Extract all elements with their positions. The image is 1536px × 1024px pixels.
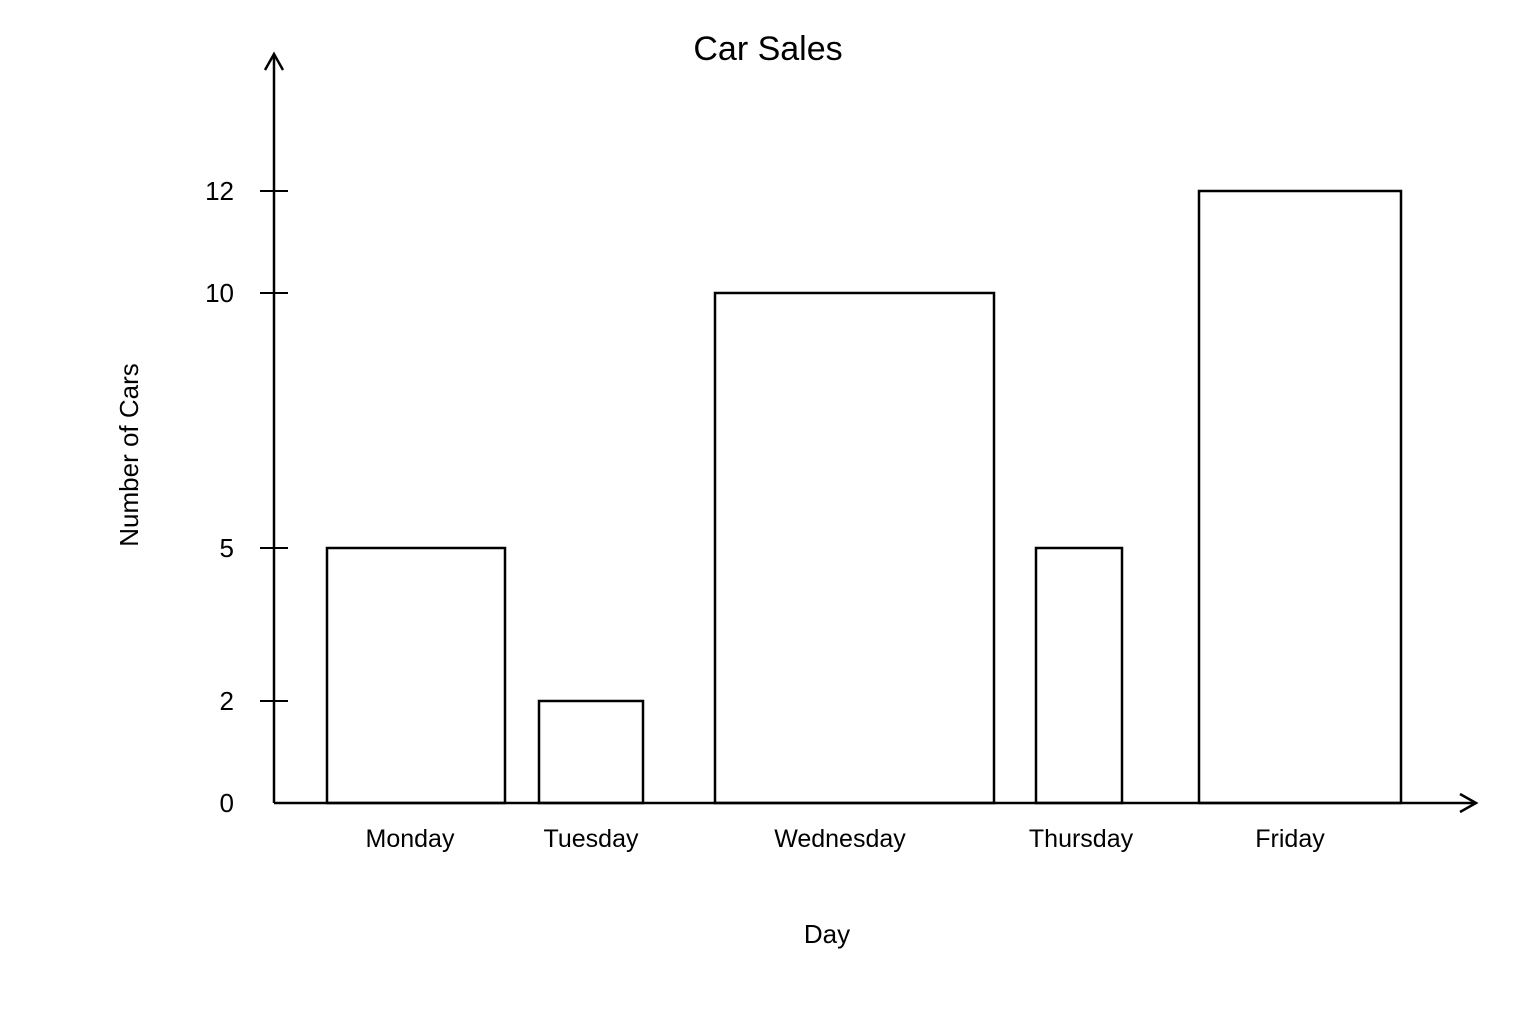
x-axis (274, 792, 1479, 814)
x-tick-label-tuesday: Tuesday (544, 825, 639, 853)
x-tick-labels: Monday Tuesday Wednesday Thursday Friday (366, 825, 1326, 853)
x-tick-label-monday: Monday (366, 825, 455, 853)
x-tick-label-wednesday: Wednesday (774, 825, 906, 853)
y-tick-label: 2 (220, 686, 234, 716)
x-tick-label-friday: Friday (1255, 825, 1325, 853)
x-axis-label: Day (804, 919, 850, 949)
x-axis-arrow-icon (1459, 792, 1479, 814)
y-axis: 0 2 5 10 12 (205, 51, 288, 818)
y-tick-label: 0 (220, 788, 234, 818)
bar-monday (325, 546, 507, 805)
y-axis-label: Number of Cars (114, 363, 144, 547)
bars (325, 189, 1403, 805)
y-ticks: 0 2 5 10 12 (205, 176, 288, 818)
bar-thursday (1034, 546, 1124, 805)
y-tick-label: 10 (205, 278, 234, 308)
bar-tuesday (537, 699, 645, 805)
y-tick-label: 12 (205, 176, 234, 206)
chart-title: Car Sales (693, 30, 842, 68)
x-tick-label-thursday: Thursday (1029, 825, 1134, 853)
bar-friday (1197, 189, 1403, 805)
bar-wednesday (713, 291, 996, 805)
y-axis-arrow-icon (263, 51, 285, 71)
y-tick-label: 5 (220, 533, 234, 563)
